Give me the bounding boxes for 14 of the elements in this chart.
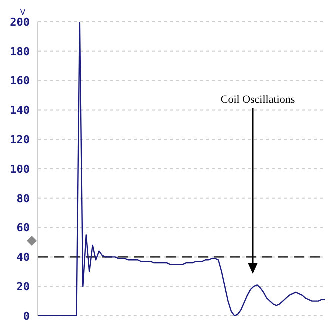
line-series	[37, 22, 326, 316]
y-axis-title: V	[20, 8, 26, 17]
y-tick-label: 160	[10, 74, 30, 88]
y-tick-label: 180	[10, 45, 30, 58]
y-tick-label: 40	[16, 251, 30, 264]
y-tick-label: 200	[10, 16, 30, 29]
y-tick-label: 0	[23, 310, 30, 323]
y-tick-label: 60	[16, 222, 30, 235]
annotation: Coil Oscillations	[220, 94, 296, 106]
y-tick-label: 80	[16, 192, 30, 206]
y-tick-label: 140	[10, 104, 30, 118]
y-tick-label: 20	[16, 280, 30, 294]
y-tick-label: 120	[10, 134, 30, 147]
y-tick-label: 100	[10, 162, 30, 176]
